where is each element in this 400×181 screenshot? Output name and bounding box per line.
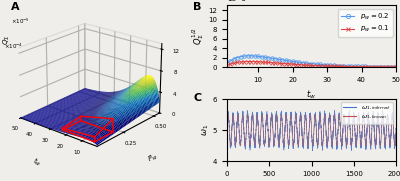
Y-axis label: $\omega_1$: $\omega_1$: [201, 124, 212, 136]
Text: $Q_\Sigma$: $Q_\Sigma$: [1, 35, 12, 45]
Legend: $\omega_{1,inferred}$, $\omega_{1,known}$: $\omega_{1,inferred}$, $\omega_{1,known}…: [341, 102, 393, 124]
Text: $\times10^{-5}$: $\times10^{-5}$: [11, 17, 30, 26]
X-axis label: $t_w$: $t_w$: [32, 155, 44, 169]
Text: C: C: [193, 93, 201, 103]
Text: B: B: [193, 2, 202, 12]
Legend: $p_w=0.2$, $p_w=0.1$: $p_w=0.2$, $p_w=0.1$: [338, 9, 392, 37]
Y-axis label: $P_w$: $P_w$: [146, 151, 160, 165]
X-axis label: $t_w$: $t_w$: [306, 89, 316, 101]
Text: $\times10^{-4}$: $\times10^{-4}$: [4, 42, 24, 51]
Y-axis label: $Q_{\Sigma}^{1/2}$: $Q_{\Sigma}^{1/2}$: [190, 27, 206, 45]
Text: A: A: [11, 2, 19, 12]
